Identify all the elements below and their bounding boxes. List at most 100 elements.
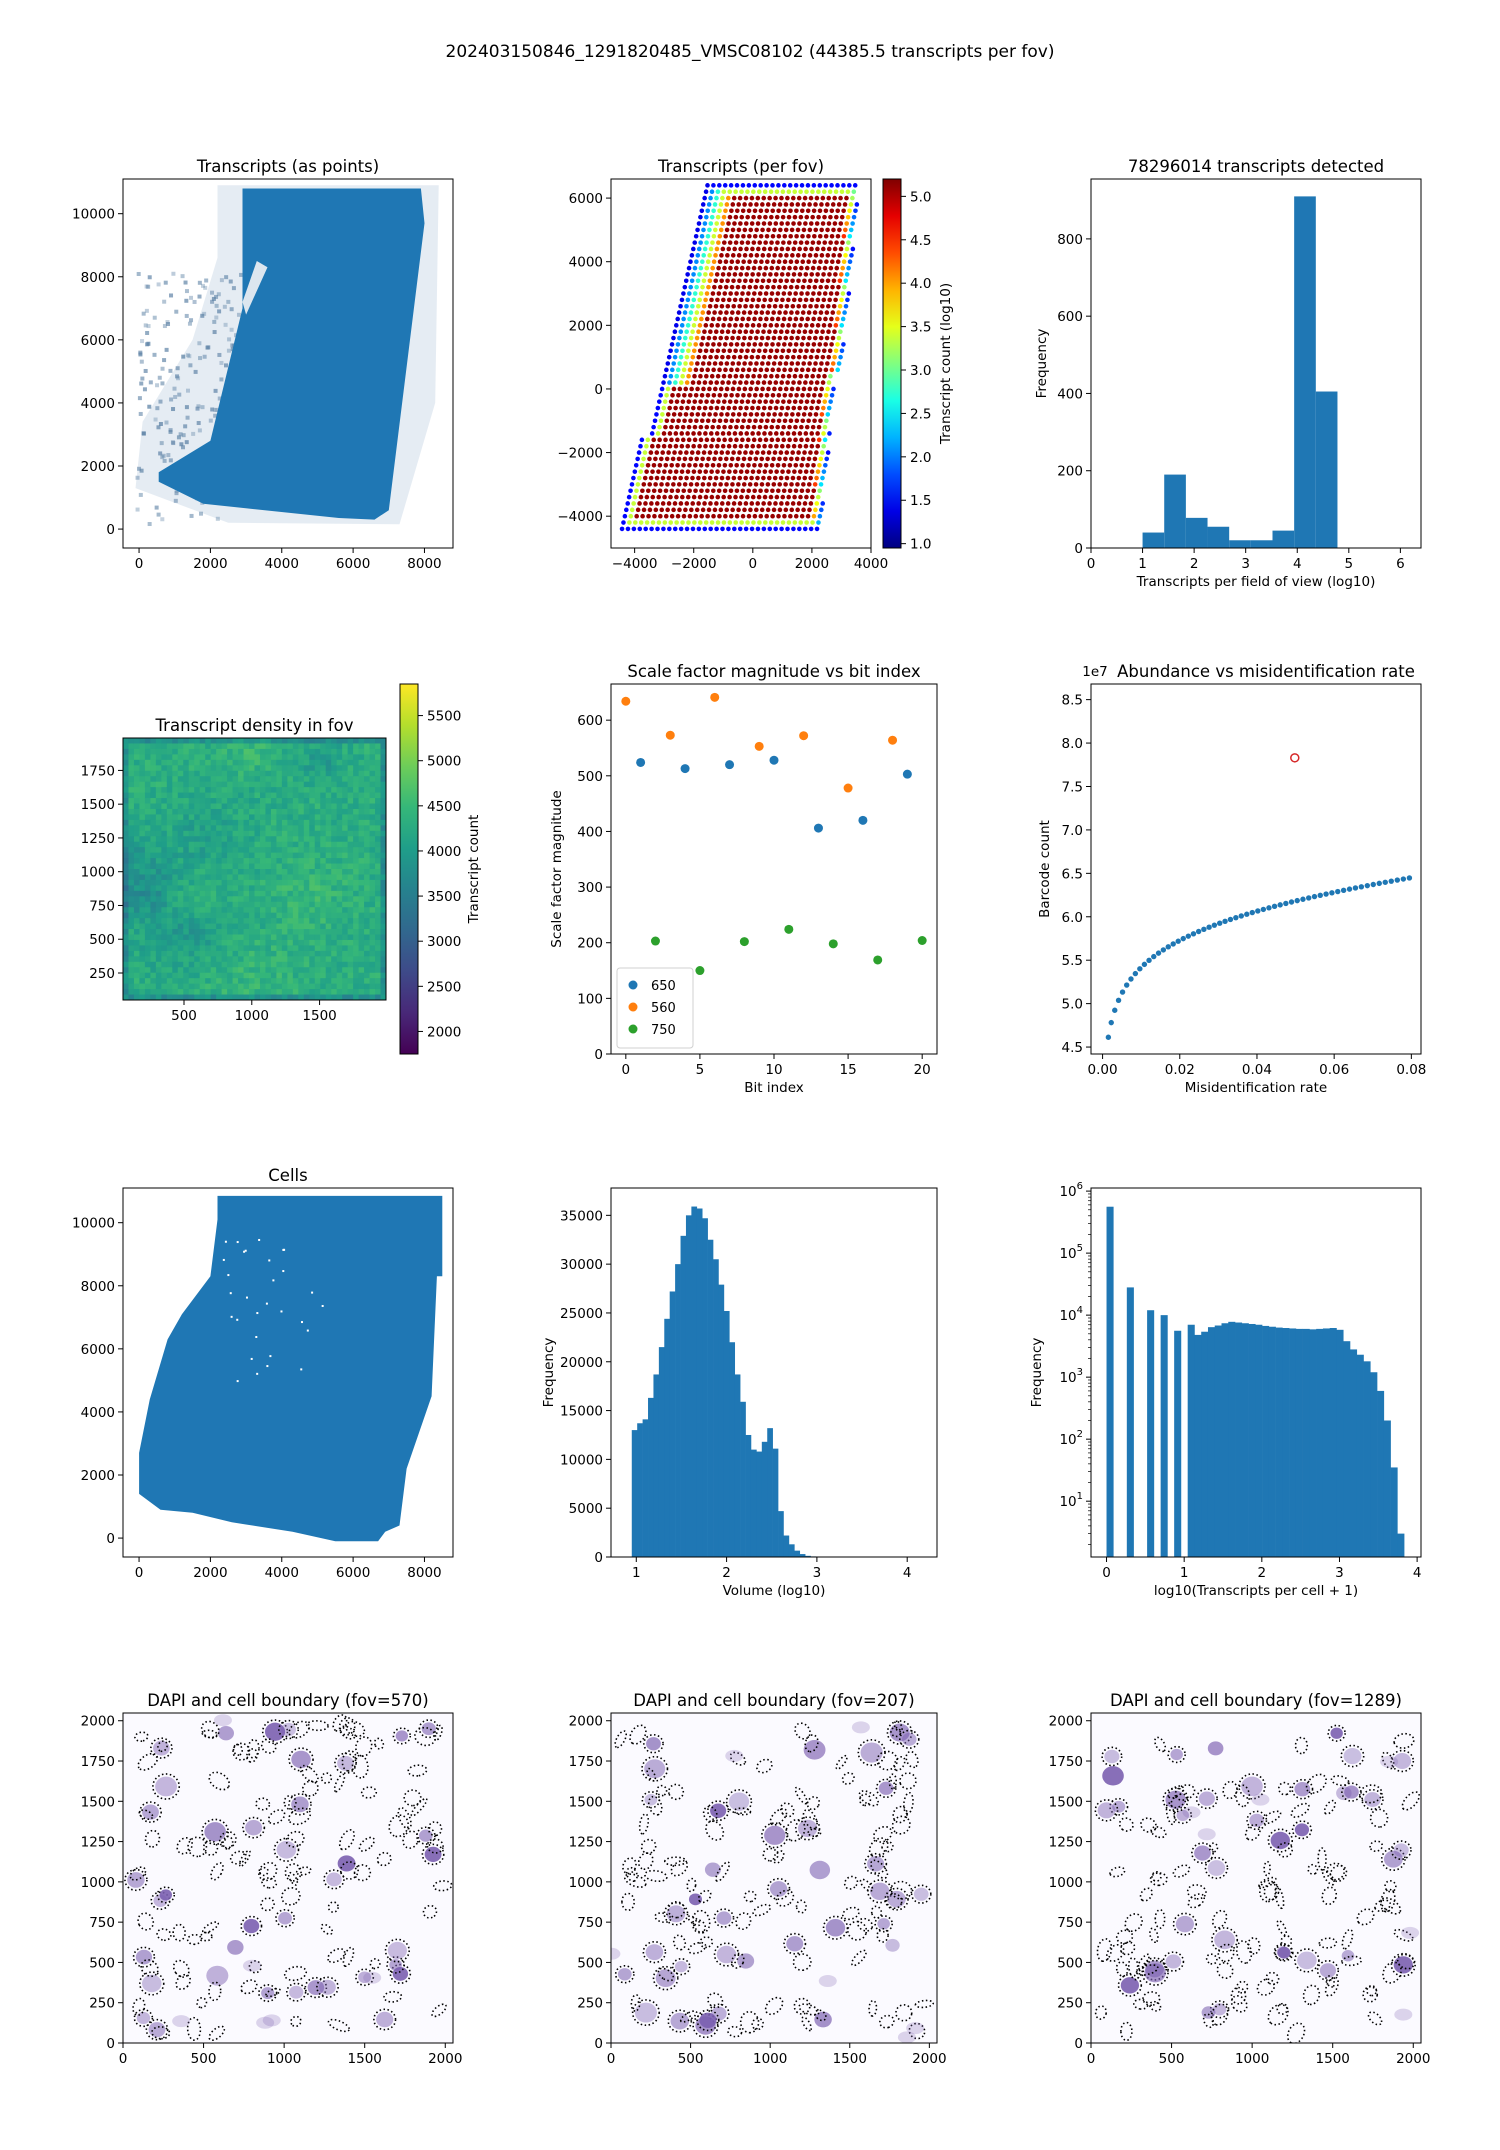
fov-point	[697, 431, 702, 436]
cell-gap	[224, 1240, 227, 1243]
heatmap-cell	[375, 852, 382, 859]
cell-boundary	[761, 1822, 789, 1849]
cell-boundary	[794, 1816, 821, 1841]
fov-point	[684, 501, 690, 506]
fov-point	[706, 361, 712, 366]
heatmap-cell	[227, 743, 234, 750]
fov-edge-point	[138, 492, 143, 497]
heatmap-cell	[144, 945, 151, 952]
heatmap-cell	[347, 776, 354, 783]
barcode-point	[1165, 944, 1171, 950]
heatmap-cell	[298, 858, 305, 865]
heatmap-cell	[303, 858, 310, 865]
heatmap-cell	[172, 738, 179, 745]
heatmap-cell	[353, 961, 360, 968]
fov-point	[689, 386, 694, 392]
heatmap-cell	[166, 939, 173, 947]
heatmap-cell	[375, 983, 382, 990]
heatmap-cell	[238, 907, 245, 914]
heatmap-cell	[161, 787, 168, 794]
heatmap-cell	[353, 901, 360, 908]
fov-point	[666, 475, 672, 481]
heatmap-cell	[369, 956, 376, 963]
heatmap-cell	[232, 841, 239, 848]
fov-edge-point	[164, 420, 169, 425]
fov-point	[696, 246, 702, 252]
y-axis-label: Barcode count	[1037, 820, 1053, 918]
fov-point	[796, 475, 802, 481]
barcode-point	[1108, 1019, 1114, 1026]
heatmap-cell	[205, 858, 212, 865]
heatmap-cell	[342, 912, 349, 919]
fov-point	[736, 412, 742, 417]
fov-point	[765, 202, 771, 207]
fov-edge-point	[200, 283, 205, 288]
heatmap-cell	[314, 825, 321, 832]
heatmap-cell	[194, 814, 201, 821]
heatmap-cell	[325, 819, 332, 826]
heatmap-cell	[249, 770, 256, 777]
fov-point	[781, 488, 787, 494]
fov-point	[821, 348, 827, 354]
cell-boundary	[261, 1877, 278, 1889]
heatmap-cell	[314, 841, 321, 848]
heatmap-cell	[336, 852, 343, 859]
heatmap-cell	[303, 847, 310, 854]
heatmap-cell	[161, 885, 168, 892]
fov-point	[819, 227, 824, 233]
heatmap-cell	[292, 803, 299, 810]
fov-point	[815, 246, 820, 252]
heatmap-cell	[227, 939, 234, 947]
heatmap-cell	[210, 759, 217, 766]
fov-point	[811, 316, 816, 322]
heatmap-cell	[298, 787, 305, 794]
hist-bar	[1289, 1328, 1297, 1557]
heatmap-cell	[364, 792, 371, 799]
fov-point	[798, 520, 804, 525]
heatmap-cell	[265, 847, 272, 854]
hist-bar	[734, 1374, 741, 1557]
fov-point	[787, 291, 793, 296]
heatmap-cell	[342, 863, 349, 870]
fov-point	[703, 189, 709, 195]
heatmap-cell	[216, 972, 223, 979]
x-tick-label: 1500	[348, 2051, 382, 2067]
fov-point	[686, 399, 692, 404]
y-tick-label: 600	[1057, 309, 1083, 325]
fov-point	[790, 253, 795, 258]
axes-frame	[610, 178, 872, 549]
fov-point	[799, 462, 804, 468]
cell-boundary	[242, 1816, 266, 1839]
heatmap-cell	[177, 939, 184, 947]
heatmap-cell	[287, 869, 294, 876]
heatmap-cell	[353, 754, 360, 761]
fov-point	[717, 418, 723, 424]
dapi-nucleus	[358, 1971, 372, 1984]
fov-point	[654, 501, 660, 506]
series-750-point	[739, 937, 749, 947]
heatmap-cell	[259, 945, 267, 952]
heatmap-cell	[276, 896, 283, 903]
fov-point	[664, 418, 670, 424]
heatmap-cell	[205, 901, 212, 908]
heatmap-cell	[259, 814, 267, 821]
dapi-nucleus	[148, 2022, 166, 2038]
heatmap-cell	[254, 907, 261, 914]
heatmap-cell	[139, 896, 146, 903]
fov-point	[658, 418, 664, 424]
fov-point	[826, 380, 832, 385]
heatmap-cell	[380, 945, 386, 952]
fov-point	[832, 195, 837, 201]
fov-point	[732, 431, 738, 436]
fov-point	[798, 399, 804, 404]
fov-edge-point	[210, 407, 215, 412]
heatmap-cell	[128, 983, 135, 990]
heatmap-cell	[188, 929, 195, 936]
fov-point	[843, 253, 848, 258]
heatmap-cell	[342, 901, 349, 908]
heatmap-cell	[210, 874, 217, 881]
heatmap-cell	[369, 792, 376, 799]
heatmap-cell	[238, 825, 245, 832]
cell-boundary	[333, 1773, 346, 1793]
heatmap-cell	[358, 776, 365, 783]
